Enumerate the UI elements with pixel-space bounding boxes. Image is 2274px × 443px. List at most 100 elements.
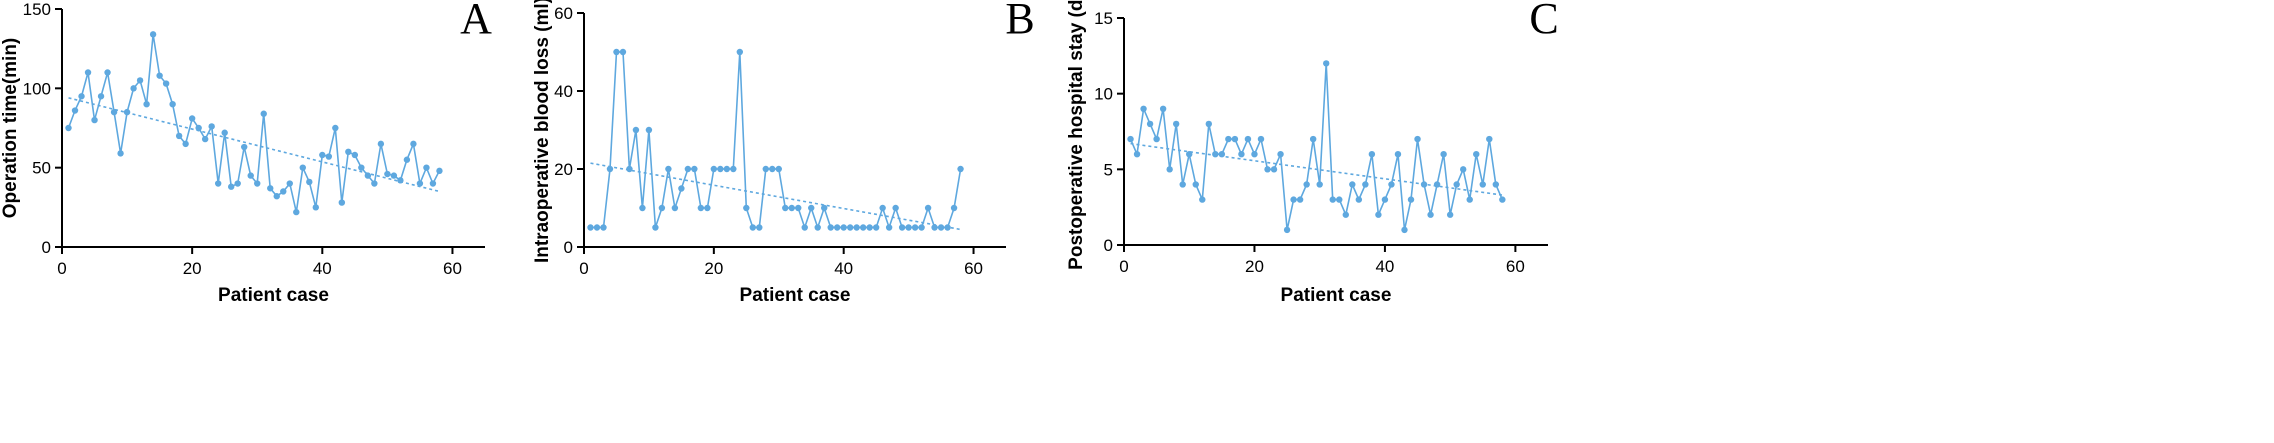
chart-a-data-point	[429, 180, 437, 187]
chart-a-data-point	[416, 180, 424, 187]
chart-a-data-point	[123, 108, 131, 116]
chart-b-data-point	[892, 204, 899, 212]
chart-b-data-point	[879, 204, 886, 212]
chart-c-data-point	[1277, 151, 1284, 158]
chart-a-data-point	[345, 148, 352, 155]
chart-b-y-axis-title: Intraoperative blood loss (ml)	[532, 0, 553, 263]
chart-b-data-point	[931, 224, 938, 231]
chart-c-data-point	[1460, 166, 1467, 173]
chart-a-data-point	[436, 167, 443, 175]
chart-b-data-point	[723, 165, 731, 173]
chart-c-data-point	[1323, 60, 1330, 67]
chart-c-data-point	[1362, 181, 1369, 188]
chart-a-data-point	[169, 101, 176, 108]
chart-b-data-point	[632, 126, 640, 134]
chart-c-data-point	[1244, 135, 1252, 143]
chart-b-y-tick-label: 20	[554, 160, 573, 179]
chart-c-data-point	[1146, 120, 1154, 128]
chart-a-y-tick-label: 100	[23, 79, 51, 98]
chart-a-trend-line	[68, 97, 440, 193]
chart-b-data-point	[827, 224, 834, 231]
chart-b-data-point	[853, 224, 860, 231]
chart-a-data-point	[247, 172, 254, 179]
chart-b-data-point	[736, 48, 744, 56]
chart-c-y-tick-label: 5	[1104, 160, 1113, 179]
chart-c-data-point	[1316, 181, 1323, 188]
chart-a-data-point	[286, 180, 293, 187]
chart-b-panel-letter: B	[1005, 0, 1034, 43]
chart-c-trend-line	[1130, 142, 1503, 196]
chart-a-data-point	[117, 150, 124, 157]
chart-c-data-point	[1192, 181, 1199, 188]
chart-a-data-point	[280, 188, 287, 195]
chart-c-data-point	[1388, 181, 1395, 188]
chart-b-data-point	[704, 204, 711, 212]
chart-a-data-point	[384, 170, 391, 178]
chart-b-data-point	[769, 165, 776, 173]
chart-b-data-point	[606, 165, 614, 173]
chart-a-data-point	[371, 180, 378, 187]
chart-b-data-point	[859, 224, 867, 231]
chart-a-data-point	[91, 116, 98, 124]
chart-a-data-point	[195, 124, 202, 132]
chart-b-data-point	[658, 204, 666, 212]
chart-c-data-point	[1159, 105, 1167, 113]
chart-c-data-point	[1407, 196, 1415, 203]
chart-b-data-point	[684, 165, 692, 173]
chart-a-data-point	[188, 115, 196, 122]
chart-b-data-point	[671, 204, 679, 212]
chart-b-data-point	[593, 224, 601, 231]
chart-b-data-point	[626, 165, 633, 173]
chart-b-series-line	[590, 51, 962, 231]
chart-b-data-point	[872, 224, 880, 231]
chart-a-data-point	[403, 156, 411, 163]
chart-c-data-point	[1153, 135, 1160, 143]
chart-c-y-tick-label: 0	[1104, 236, 1113, 255]
chart-b-data-point	[814, 224, 821, 231]
chart-c-data-point	[1394, 151, 1402, 158]
chart-c-data-point	[1473, 151, 1480, 158]
chart-a-data-point	[358, 164, 365, 171]
chart-a-data-point	[241, 143, 248, 151]
chart-c-data-point	[1453, 181, 1460, 188]
chart-c-y-axis-title: Postoperative hospital stay (d)	[1066, 0, 1087, 270]
chart-a-y-axis-title: Operation time(min)	[0, 38, 21, 219]
chart-b-data-point	[905, 224, 912, 231]
chart-b-data-point	[782, 204, 789, 212]
chart-c-data-point	[1166, 166, 1173, 173]
chart-c-data-point	[1283, 226, 1291, 234]
chart-c-data-point	[1186, 151, 1193, 158]
chart-a-x-tick-label: 60	[443, 259, 462, 278]
chart-c-data-point	[1368, 151, 1376, 158]
chart-a-data-point	[201, 135, 209, 143]
chart-c-panel: 0 5 10 15 0 20 40 60 Patient case Postoperative h…	[1066, 0, 1559, 306]
chart-b-data-point	[762, 165, 769, 173]
chart-a-data-point	[299, 164, 306, 171]
chart-a-data-point	[97, 93, 105, 100]
chart-a-data-point	[156, 72, 163, 79]
chart-a-data-point	[319, 151, 326, 159]
chart-c-y-tick-label: 15	[1094, 9, 1113, 28]
chart-b-data-point	[587, 224, 594, 231]
chart-b-data-point	[937, 224, 945, 231]
chart-c-y-tick-label: 10	[1094, 85, 1113, 104]
chart-c-series-line	[1129, 63, 1504, 231]
chart-b-data-point	[652, 224, 659, 231]
chart-b-data-point	[944, 224, 951, 231]
chart-c-data-point	[1433, 181, 1441, 188]
chart-a-data-point	[332, 124, 339, 132]
chart-a-data-point	[338, 199, 346, 206]
chart-c-data-point	[1238, 151, 1245, 158]
chart-a-data-point	[143, 101, 150, 108]
chart-a-data-point	[136, 77, 144, 84]
chart-a-data-point	[312, 204, 319, 211]
chart-c-data-point	[1401, 226, 1408, 234]
chart-a-data-point	[410, 140, 417, 148]
chart-b-data-point	[834, 224, 841, 231]
chart-b-y-tick-label: 40	[554, 82, 573, 101]
chart-b-data-point	[730, 165, 737, 173]
chart-c-data-point	[1270, 166, 1278, 173]
chart-b-data-point	[898, 224, 906, 231]
chart-a-data-point	[221, 129, 228, 136]
chart-b-data-point	[639, 204, 646, 212]
